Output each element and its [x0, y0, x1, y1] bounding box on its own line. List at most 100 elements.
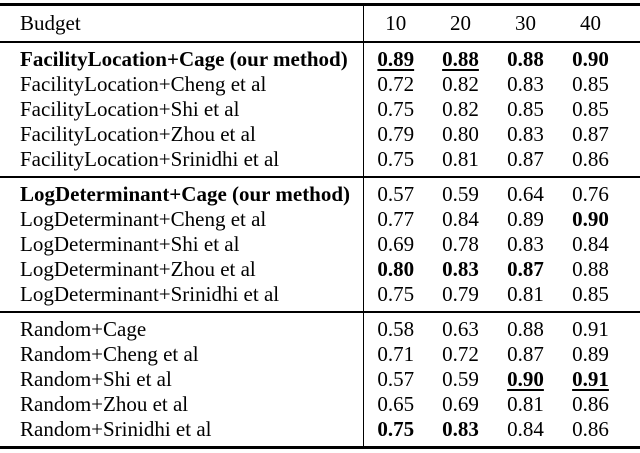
row-label: LogDeterminant+Cage (our method) — [20, 182, 351, 206]
table-row: Random+Cheng et al 0.71 0.72 0.87 0.89 — [0, 342, 640, 367]
row-label: LogDeterminant+Srinidhi et al — [20, 282, 280, 306]
table-row: LogDeterminant+Shi et al 0.69 0.78 0.83 0.84 — [0, 232, 640, 257]
value-cell: 0.78 — [442, 232, 479, 256]
row-label: FacilityLocation+Zhou et al — [20, 122, 256, 146]
value-cell: 0.90 — [572, 207, 609, 231]
table-header: Budget 10 20 30 40 — [0, 4, 640, 43]
header-row: Budget 10 20 30 40 — [0, 4, 640, 43]
row-label: LogDeterminant+Zhou et al — [20, 257, 256, 281]
value-cell: 0.71 — [362, 342, 428, 367]
table-section-log-determinant: LogDeterminant+Cage (our method) 0.57 0.59… — [0, 177, 640, 312]
row-label: FacilityLocation+Shi et al — [20, 97, 240, 121]
table-row: Random+Zhou et al 0.65 0.69 0.81 0.86 — [0, 392, 640, 417]
header-budget-label: Budget — [20, 11, 81, 35]
table-row: LogDeterminant+Cage (our method) 0.57 0.59… — [0, 177, 640, 207]
row-spacer — [623, 232, 640, 257]
value-cell: 0.83 — [442, 417, 479, 441]
table-row: FacilityLocation+Cheng et al 0.72 0.82 0.83… — [0, 72, 640, 97]
value-cell: 0.72 — [362, 72, 428, 97]
header-col-budget-20: 20 — [450, 11, 471, 35]
row-label: FacilityLocation+Cage (our method) — [20, 47, 348, 71]
value-cell: 0.88 — [572, 257, 609, 281]
value-cell: 0.87 — [507, 257, 544, 281]
value-cell: 0.81 — [442, 147, 479, 171]
row-spacer — [623, 392, 640, 417]
row-spacer — [623, 342, 640, 367]
results-table: Budget 10 20 30 40 FacilityLocation+Cage… — [0, 3, 640, 449]
value-cell: 0.89 — [572, 342, 609, 366]
row-label: Random+Zhou et al — [20, 392, 189, 416]
value-cell: 0.88 — [507, 317, 544, 341]
table-section-facility-location: FacilityLocation+Cage (our method) 0.89 0.… — [0, 42, 640, 177]
row-label: FacilityLocation+Cheng et al — [20, 72, 267, 96]
header-col-budget-10: 10 — [362, 4, 428, 42]
value-cell: 0.69 — [442, 392, 479, 416]
row-spacer — [623, 417, 640, 448]
value-cell: 0.72 — [442, 342, 479, 366]
row-label: LogDeterminant+Shi et al — [20, 232, 240, 256]
row-label: Random+Shi et al — [20, 367, 172, 391]
value-cell: 0.75 — [362, 282, 428, 312]
table-row: LogDeterminant+Srinidhi et al 0.75 0.79 0.8… — [0, 282, 640, 312]
value-cell: 0.82 — [442, 97, 479, 121]
table-row: FacilityLocation+Srinidhi et al 0.75 0.81 0… — [0, 147, 640, 177]
value-cell: 0.91 — [572, 367, 609, 391]
value-cell: 0.76 — [572, 182, 609, 206]
value-cell: 0.90 — [572, 47, 609, 71]
row-spacer — [623, 367, 640, 392]
table-row: Random+Srinidhi et al 0.75 0.83 0.84 0.86 — [0, 417, 640, 448]
row-spacer — [623, 42, 640, 72]
value-cell: 0.88 — [507, 47, 544, 71]
value-cell: 0.88 — [442, 47, 479, 71]
value-cell: 0.80 — [442, 122, 479, 146]
value-cell: 0.79 — [362, 122, 428, 147]
table-row: FacilityLocation+Shi et al 0.75 0.82 0.85 0.… — [0, 97, 640, 122]
table-row: Random+Shi et al 0.57 0.59 0.90 0.91 — [0, 367, 640, 392]
value-cell: 0.82 — [442, 72, 479, 96]
value-cell: 0.81 — [507, 392, 544, 416]
header-col-budget-30: 30 — [515, 11, 536, 35]
row-spacer — [623, 207, 640, 232]
value-cell: 0.85 — [572, 97, 609, 121]
value-cell: 0.83 — [507, 72, 544, 96]
value-cell: 0.87 — [507, 342, 544, 366]
value-cell: 0.59 — [442, 367, 479, 391]
value-cell: 0.69 — [362, 232, 428, 257]
row-spacer — [623, 97, 640, 122]
value-cell: 0.89 — [362, 42, 428, 72]
value-cell: 0.86 — [572, 392, 609, 416]
table-row: LogDeterminant+Zhou et al 0.80 0.83 0.87 0.8… — [0, 257, 640, 282]
value-cell: 0.63 — [442, 317, 479, 341]
table-section-random: Random+Cage 0.58 0.63 0.88 0.91 Random+Cheng … — [0, 312, 640, 448]
value-cell: 0.87 — [507, 147, 544, 171]
value-cell: 0.91 — [572, 317, 609, 341]
value-cell: 0.75 — [362, 97, 428, 122]
value-cell: 0.75 — [362, 417, 428, 448]
row-label: FacilityLocation+Srinidhi et al — [20, 147, 280, 171]
table-row: FacilityLocation+Zhou et al 0.79 0.80 0.83 0… — [0, 122, 640, 147]
row-label: Random+Cage — [20, 317, 147, 341]
value-cell: 0.83 — [507, 122, 544, 146]
row-spacer — [623, 122, 640, 147]
value-cell: 0.57 — [362, 367, 428, 392]
value-cell: 0.83 — [507, 232, 544, 256]
value-cell: 0.77 — [362, 207, 428, 232]
value-cell: 0.86 — [572, 417, 609, 441]
value-cell: 0.87 — [572, 122, 609, 146]
value-cell: 0.85 — [572, 282, 609, 306]
value-cell: 0.86 — [572, 147, 609, 171]
row-label: LogDeterminant+Cheng et al — [20, 207, 267, 231]
row-spacer — [623, 282, 640, 312]
value-cell: 0.57 — [362, 177, 428, 207]
value-cell: 0.83 — [442, 257, 479, 281]
row-spacer — [623, 312, 640, 342]
value-cell: 0.58 — [362, 312, 428, 342]
header-spacer — [623, 5, 640, 43]
row-label: Random+Srinidhi et al — [20, 417, 212, 441]
row-spacer — [623, 147, 640, 177]
value-cell: 0.85 — [572, 72, 609, 96]
value-cell: 0.89 — [507, 207, 544, 231]
table-row: Random+Cage 0.58 0.63 0.88 0.91 — [0, 312, 640, 342]
value-cell: 0.84 — [442, 207, 479, 231]
